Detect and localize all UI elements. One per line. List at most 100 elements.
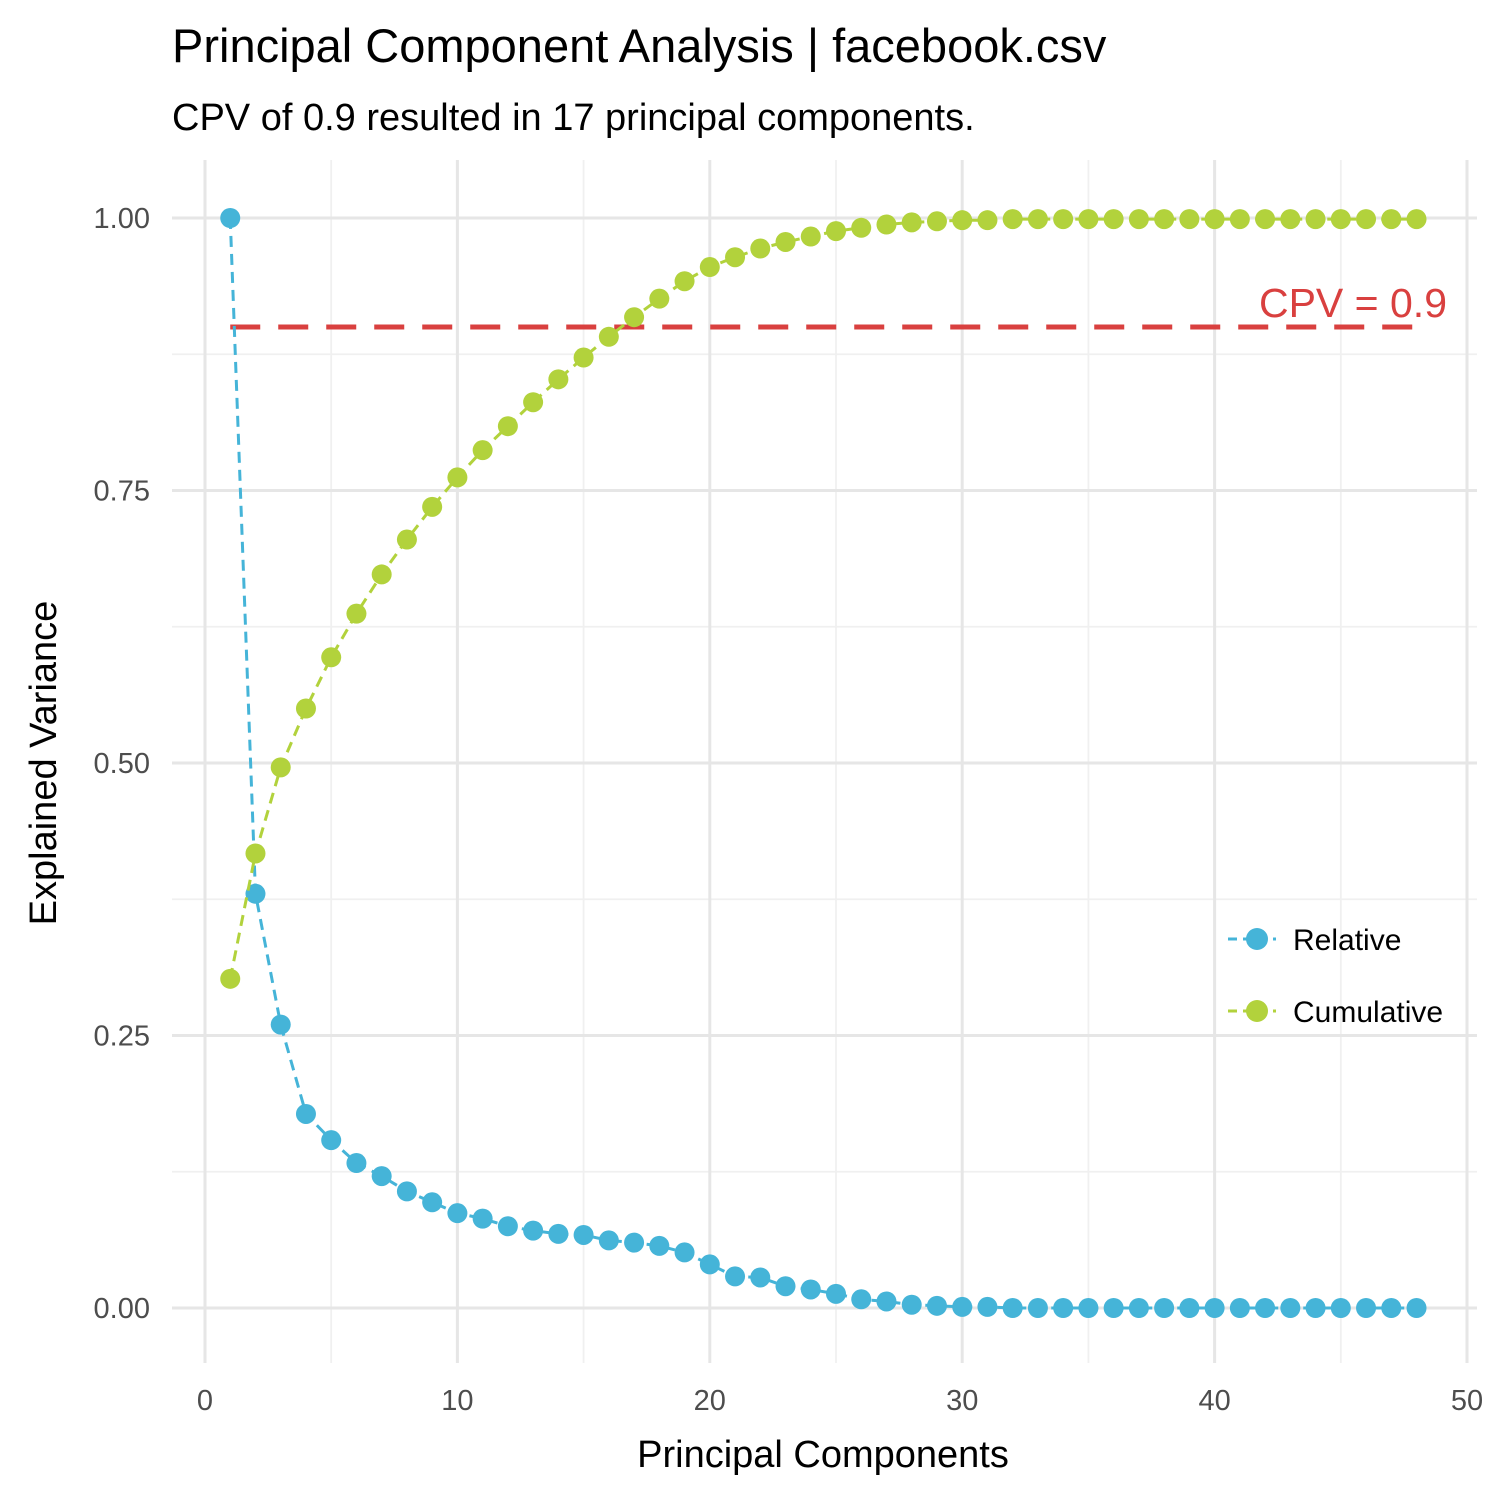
data-point-relative <box>624 1232 645 1253</box>
data-point-relative <box>851 1289 872 1310</box>
data-point-relative <box>523 1220 544 1241</box>
data-point-cumulative <box>447 467 468 488</box>
legend: Relative Cumulative <box>1228 924 1443 1029</box>
data-point-relative <box>674 1242 695 1263</box>
data-point-relative <box>1356 1298 1377 1318</box>
data-point-cumulative <box>1078 209 1099 230</box>
tick-labels: 0.00 0.25 0.50 0.75 1.00 0 10 20 30 40 50 <box>94 203 1484 1417</box>
data-point-cumulative <box>674 271 695 292</box>
x-tick-label: 0 <box>197 1385 213 1417</box>
data-point-cumulative <box>851 217 872 238</box>
data-point-cumulative <box>295 698 316 719</box>
data-point-relative <box>1053 1298 1074 1318</box>
data-point-cumulative <box>800 226 821 247</box>
data-point-cumulative <box>1002 209 1023 230</box>
data-point-cumulative <box>1330 209 1351 230</box>
data-point-cumulative <box>876 214 897 235</box>
data-point-relative <box>1229 1298 1250 1318</box>
legend-item-relative: Relative <box>1228 924 1401 957</box>
data-point-cumulative <box>901 212 922 233</box>
data-point-relative <box>699 1254 720 1275</box>
data-point-relative <box>826 1283 846 1304</box>
grid <box>172 160 1477 1363</box>
data-point-cumulative <box>1128 209 1149 230</box>
data-point-relative <box>1128 1298 1149 1318</box>
data-point-relative <box>1078 1298 1099 1318</box>
data-point-relative <box>295 1103 316 1124</box>
data-point-relative <box>750 1267 771 1288</box>
data-point-relative <box>270 1014 291 1035</box>
data-point-relative <box>1027 1298 1048 1318</box>
data-point-cumulative <box>826 221 846 242</box>
legend-key-dot-relative <box>1246 928 1268 950</box>
data-point-relative <box>1154 1298 1175 1318</box>
data-point-relative <box>725 1266 746 1287</box>
threshold-layer: CPV = 0.9 <box>230 280 1447 330</box>
cpv-threshold-label: CPV = 0.9 <box>1259 280 1447 326</box>
data-point-relative <box>447 1203 468 1224</box>
data-point-relative <box>1381 1298 1402 1318</box>
data-point-cumulative <box>624 307 645 328</box>
x-tick-label: 30 <box>946 1385 978 1417</box>
data-point-cumulative <box>1229 209 1250 230</box>
data-point-cumulative <box>725 247 746 268</box>
data-point-relative <box>977 1296 998 1317</box>
x-tick-label: 20 <box>694 1385 726 1417</box>
data-point-relative <box>1305 1298 1326 1318</box>
data-point-relative <box>371 1166 392 1187</box>
x-tick-label: 50 <box>1451 1385 1483 1417</box>
data-point-cumulative <box>396 529 417 550</box>
data-point-cumulative <box>1154 209 1175 230</box>
data-point-cumulative <box>750 238 771 259</box>
data-point-cumulative <box>1204 209 1225 230</box>
x-axis-title: Principal Components <box>637 1434 1009 1476</box>
legend-label-relative: Relative <box>1293 924 1401 957</box>
data-point-cumulative <box>220 968 241 989</box>
data-point-cumulative <box>422 496 443 517</box>
data-point-cumulative <box>699 257 720 278</box>
data-point-cumulative <box>1027 209 1048 230</box>
data-point-cumulative <box>952 210 973 231</box>
data-point-relative <box>1255 1298 1276 1318</box>
data-point-cumulative <box>1280 209 1301 230</box>
data-point-cumulative <box>472 440 493 461</box>
y-tick-label: 0.75 <box>94 476 150 508</box>
data-point-relative <box>800 1279 821 1300</box>
x-tick-label: 40 <box>1198 1385 1230 1417</box>
data-point-relative <box>598 1230 619 1251</box>
chart-title: Principal Component Analysis | facebook.… <box>172 19 1107 72</box>
data-point-relative <box>422 1192 443 1213</box>
data-point-cumulative <box>321 647 342 668</box>
data-point-relative <box>1204 1298 1225 1318</box>
y-axis-title: Explained Variance <box>23 601 65 926</box>
data-point-relative <box>1103 1298 1124 1318</box>
data-point-relative <box>952 1296 973 1317</box>
chart-subtitle: CPV of 0.9 resulted in 17 principal comp… <box>172 97 975 139</box>
data-point-relative <box>1280 1298 1301 1318</box>
data-point-relative <box>649 1235 670 1256</box>
data-point-relative <box>1406 1298 1427 1318</box>
x-tick-label: 10 <box>441 1385 473 1417</box>
data-point-cumulative <box>371 564 392 585</box>
data-point-relative <box>775 1276 796 1297</box>
data-point-relative <box>396 1181 417 1202</box>
data-point-cumulative <box>245 843 266 864</box>
data-point-cumulative <box>775 231 796 252</box>
data-point-relative <box>472 1208 493 1229</box>
y-tick-label: 0.50 <box>94 748 150 780</box>
y-tick-label: 1.00 <box>94 203 150 235</box>
data-point-cumulative <box>1255 209 1276 230</box>
data-point-relative <box>901 1294 922 1315</box>
legend-item-cumulative: Cumulative <box>1228 996 1443 1029</box>
data-point-cumulative <box>497 416 518 437</box>
data-point-relative <box>220 208 241 228</box>
data-point-cumulative <box>270 757 291 778</box>
y-tick-label: 0.25 <box>94 1021 150 1053</box>
data-point-relative <box>346 1153 367 1174</box>
data-point-cumulative <box>523 392 544 413</box>
legend-key-dot-cumulative <box>1246 1000 1268 1022</box>
data-point-cumulative <box>598 326 619 347</box>
data-point-relative <box>926 1295 947 1316</box>
